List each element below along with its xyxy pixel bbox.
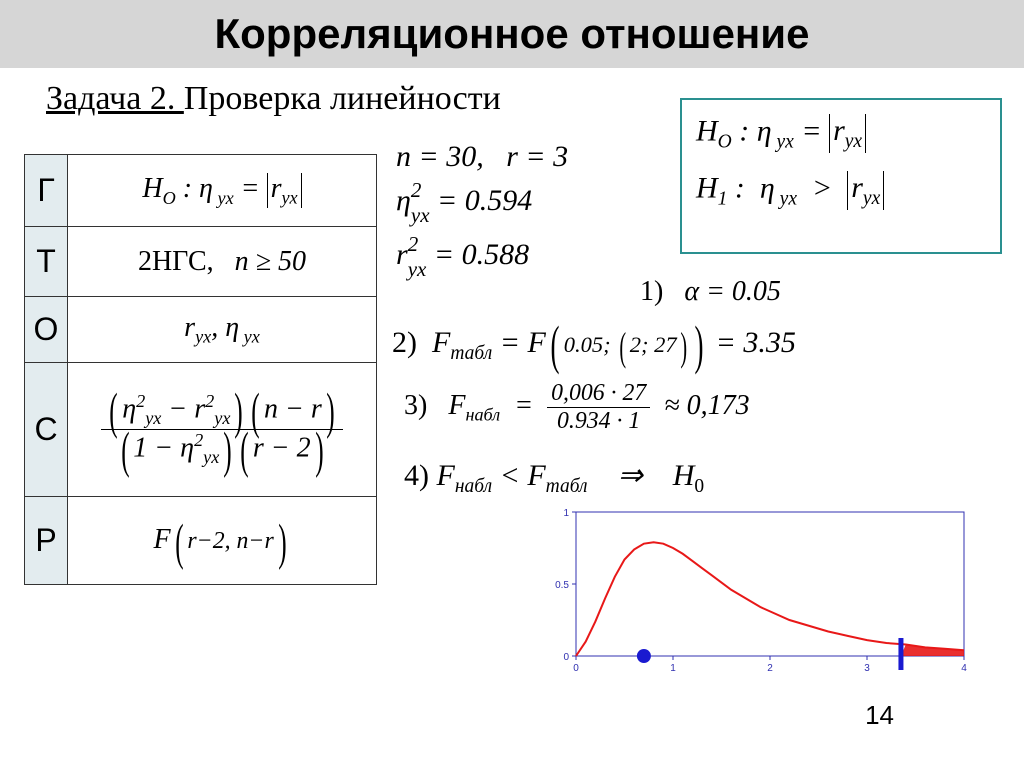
eq-eta2: η2yx = 0.594 (396, 178, 696, 228)
page-number: 14 (865, 700, 894, 731)
h1-line: H1 : η yx > ryx (696, 171, 986, 210)
f-distribution-chart: 0 0.5 1 0 1 2 3 4 (540, 504, 970, 680)
svg-text:2: 2 (767, 663, 773, 674)
row-body-g: HO : η yx = ryx (68, 155, 377, 227)
eq-n-r: n = 30, r = 3 (396, 140, 696, 174)
step3-fnabl: 3) Fнабл = 0,006 · 27 0.934 · 1 ≈ 0,173 (404, 380, 750, 435)
problem-number: Задача 2. (46, 80, 184, 117)
row-label-o: О (25, 297, 68, 363)
svg-text:0: 0 (573, 663, 579, 674)
eq-r2: r2yx = 0.588 (396, 232, 696, 282)
row-body-c: (η2yx − r2yx)(n − r) (1 − η2yx)(r − 2) (68, 363, 377, 497)
svg-text:0: 0 (563, 652, 569, 663)
row-body-o: ryx, η yx (68, 297, 377, 363)
svg-text:4: 4 (961, 663, 967, 674)
step2-ftabl: 2) Fтабл = F(0.05; (2; 27)) = 3.35 (392, 326, 796, 365)
hypotheses-box: HO : η yx = ryx H1 : η yx > ryx (680, 98, 1002, 254)
svg-text:0.5: 0.5 (555, 580, 569, 591)
h0-line: HO : η yx = ryx (696, 114, 986, 153)
hypothesis-test-table: Г HO : η yx = ryx Т 2НГС, n ≥ 50 О ryx, … (24, 154, 377, 585)
row-body-r: F(r−2, n−r) (68, 497, 377, 585)
row-label-g: Г (25, 155, 68, 227)
problem-desc: Проверка линейности (184, 80, 501, 117)
svg-text:3: 3 (864, 663, 870, 674)
given-values: n = 30, r = 3 η2yx = 0.594 r2yx = 0.588 (396, 140, 696, 282)
subtitle: Задача 2. Проверка линейности (46, 80, 501, 118)
row-body-t: 2НГС, n ≥ 50 (68, 227, 377, 297)
slide-title: Корреляционное отношение (0, 0, 1024, 68)
svg-text:1: 1 (670, 663, 676, 674)
row-label-c: С (25, 363, 68, 497)
svg-text:1: 1 (563, 508, 569, 519)
step1-alpha: 1) α = 0.05 (640, 276, 781, 308)
row-label-r: Р (25, 497, 68, 585)
step4-conclusion: 4) Fнабл < Fтабл ⇒ H0 (404, 458, 704, 498)
row-label-t: Т (25, 227, 68, 297)
